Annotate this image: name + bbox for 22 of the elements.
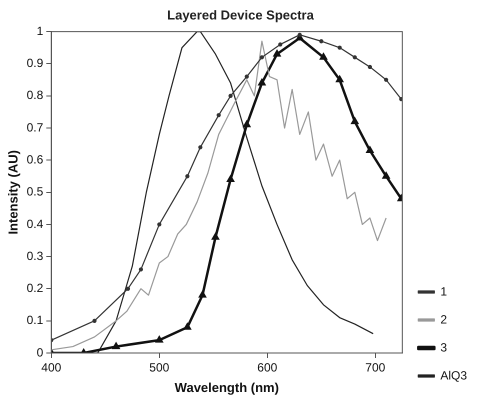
legend-label: 2: [440, 312, 448, 326]
y-tick-label: 0.6: [26, 152, 44, 166]
y-tick-label: 0.4: [26, 216, 44, 231]
y-axis-title: Intensity (AU): [5, 150, 20, 235]
legend-label: 1: [440, 284, 448, 298]
y-tick-label: 0.2: [26, 281, 44, 296]
legend-label: AlQ3: [440, 368, 468, 382]
x-tick-label: 400: [41, 360, 62, 375]
y-tick-label: 1: [36, 24, 44, 38]
y-tick-label: 0.7: [26, 120, 44, 134]
y-tick-label: 0.5: [26, 184, 44, 199]
x-tick-label: 700: [365, 360, 386, 375]
y-tick-label: 0.8: [26, 88, 44, 102]
legend-label: 3: [440, 340, 448, 354]
x-tick-label: 600: [257, 360, 278, 375]
x-axis-title: Wavelength (nm): [174, 380, 279, 395]
y-tick-label: 0.3: [26, 248, 44, 263]
y-tick-label: 0.1: [26, 313, 44, 328]
y-tick-label: 0: [36, 345, 44, 360]
y-tick-label: 0.9: [26, 56, 44, 70]
chart-title: Layered Device Spectra: [167, 7, 315, 22]
x-tick-label: 500: [149, 360, 170, 375]
